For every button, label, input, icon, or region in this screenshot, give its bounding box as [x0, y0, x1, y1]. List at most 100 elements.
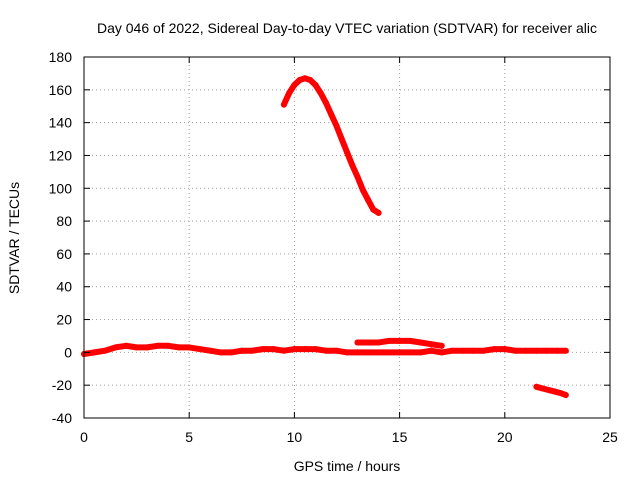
data-point [323, 347, 329, 354]
data-point [217, 349, 224, 356]
y-tick-label: 120 [49, 147, 73, 163]
y-tick-label: -40 [52, 410, 72, 426]
data-point [296, 77, 303, 83]
data-point [196, 346, 203, 353]
y-tick-label: 180 [49, 49, 73, 65]
data-point [546, 387, 552, 394]
y-axis-label: SDTVAR / TECUs [6, 182, 22, 294]
data-point [328, 111, 335, 118]
data-point [554, 347, 561, 354]
y-tick-label: 40 [56, 279, 72, 295]
x-tick-label: 20 [497, 429, 513, 445]
data-point [144, 344, 151, 351]
data-point [165, 342, 172, 349]
data-point [407, 349, 414, 356]
data-point [312, 346, 319, 353]
y-tick-label: 160 [49, 82, 73, 98]
axis-ticks: -40 -20 0 20 40 60 80 100 120 140 160 180 0 5 10 15 20 25 [49, 49, 618, 445]
data-point [459, 347, 466, 354]
data-point [286, 90, 293, 97]
data-point [312, 81, 319, 88]
data-point [249, 347, 256, 354]
data-point [365, 339, 371, 346]
data-point [228, 349, 235, 356]
series-peak-arc [280, 75, 382, 216]
data-point [512, 347, 519, 354]
data-point [365, 196, 371, 203]
data-point [552, 388, 559, 395]
data-point [102, 347, 108, 354]
plot-frame [83, 56, 611, 419]
x-tick-label: 15 [392, 429, 408, 445]
data-point [91, 349, 98, 356]
data-point [480, 347, 487, 354]
data-point [386, 337, 393, 344]
data-point [323, 99, 329, 106]
x-tick-label: 10 [287, 429, 303, 445]
data-point [333, 347, 340, 354]
data-point [354, 173, 361, 180]
data-point [270, 346, 277, 353]
data-point [533, 347, 540, 354]
data-point [562, 347, 569, 354]
data-point [417, 349, 424, 356]
data-point [112, 344, 119, 351]
data-point [301, 75, 308, 82]
data-point [396, 337, 403, 344]
data-point [533, 383, 540, 390]
data-point [375, 209, 382, 216]
y-tick-label: 20 [56, 312, 72, 328]
y-tick-label: -20 [52, 377, 72, 393]
data-point [280, 347, 287, 354]
data-point [123, 342, 130, 349]
data-point [501, 346, 508, 353]
x-tick-label: 5 [185, 429, 193, 445]
data-point [470, 347, 477, 354]
data-point [154, 342, 161, 349]
data-point [238, 347, 245, 354]
x-axis-label: GPS time / hours [294, 458, 401, 474]
data-point [449, 347, 456, 354]
data-point [365, 349, 371, 356]
data-point [375, 339, 382, 346]
data-point [291, 81, 298, 88]
data-point [317, 90, 324, 97]
data-point [539, 385, 546, 392]
data-point [354, 349, 361, 356]
data-point [207, 347, 214, 354]
data-point [428, 341, 435, 348]
data-point [396, 349, 403, 356]
grid-lines [84, 57, 610, 418]
data-point [349, 162, 356, 169]
data-series [81, 75, 569, 398]
data-point [186, 344, 193, 351]
x-tick-label: 25 [602, 429, 618, 445]
data-point [491, 346, 498, 353]
data-point [344, 149, 350, 156]
data-point [562, 392, 569, 398]
y-tick-label: 100 [49, 180, 73, 196]
y-tick-label: 80 [56, 213, 72, 229]
data-point [370, 206, 377, 213]
data-point [438, 349, 445, 356]
data-point [344, 349, 350, 356]
data-point [307, 77, 314, 83]
data-point [522, 347, 529, 354]
data-point [333, 122, 340, 129]
y-tick-label: 60 [56, 246, 72, 262]
data-point [359, 186, 366, 193]
data-point [428, 347, 435, 354]
data-point [543, 347, 550, 354]
x-tick-label: 0 [80, 429, 88, 445]
data-point [280, 101, 287, 108]
data-point [338, 136, 345, 142]
y-tick-label: 0 [64, 344, 72, 360]
data-point [291, 346, 298, 353]
data-point [417, 339, 424, 346]
data-point [407, 337, 414, 344]
data-point [438, 342, 445, 349]
data-point [259, 346, 266, 353]
data-point [301, 346, 308, 353]
data-point [354, 339, 361, 346]
